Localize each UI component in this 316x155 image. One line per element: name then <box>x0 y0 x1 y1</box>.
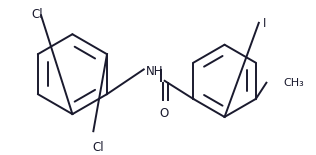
Text: Cl: Cl <box>92 141 104 154</box>
Text: Cl: Cl <box>32 8 43 21</box>
Text: O: O <box>159 107 168 120</box>
Text: NH: NH <box>146 65 163 78</box>
Text: CH₃: CH₃ <box>283 78 304 88</box>
Text: I: I <box>263 17 266 30</box>
